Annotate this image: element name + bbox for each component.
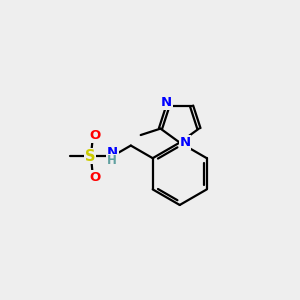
Text: N: N: [179, 136, 191, 149]
Text: O: O: [89, 170, 100, 184]
Text: H: H: [107, 154, 117, 167]
Text: N: N: [107, 146, 118, 159]
Text: S: S: [85, 149, 95, 164]
Text: N: N: [161, 96, 172, 109]
Text: O: O: [89, 129, 100, 142]
